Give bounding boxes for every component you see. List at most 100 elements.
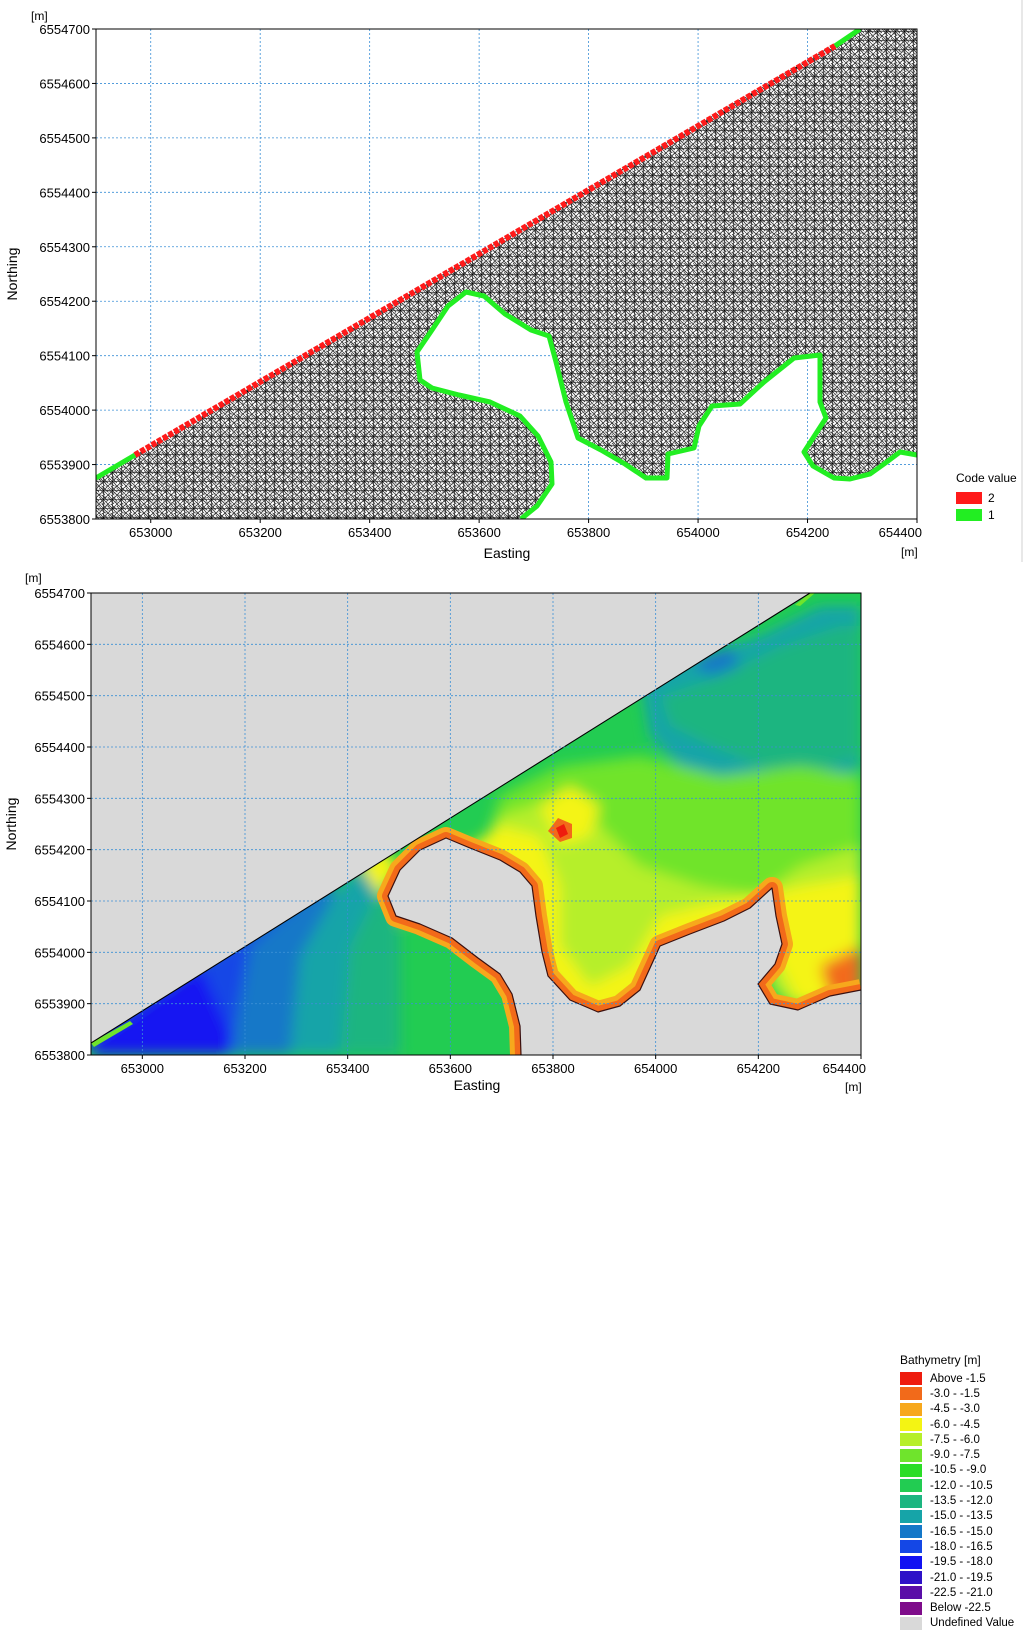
legend-entry: Above -1.5: [900, 1371, 1020, 1386]
legend-swatch: [900, 1387, 922, 1401]
legend-label: -22.5 - -21.0: [930, 1586, 993, 1599]
y-tick-label: 6554200: [34, 843, 85, 858]
legend-entry: -12.0 - -10.5: [900, 1478, 1020, 1493]
x-tick-label: 654200: [737, 1061, 780, 1076]
x-tick-label: 654400: [879, 525, 922, 540]
legend-label: -10.5 - -9.0: [930, 1464, 987, 1477]
x-tick-label: 654200: [786, 525, 829, 540]
legend-label: Below -22.5: [930, 1602, 991, 1615]
y-tick-label: 6553800: [39, 512, 90, 527]
mesh-area: [96, 29, 917, 519]
boundary-code-1-island: [414, 289, 917, 519]
boundary-code-1-west: [96, 452, 137, 481]
legend-swatch: [900, 1586, 922, 1600]
legend-label: -13.5 - -12.0: [930, 1495, 993, 1508]
legend-label: -19.5 - -18.0: [930, 1556, 993, 1569]
legend-title: Bathymetry [m]: [900, 1353, 981, 1367]
boundary-code-2-open-sea: [133, 43, 837, 458]
mesh-code-map-panel: [m] [m] Easting Northing 653000 653200 653…: [0, 0, 1024, 562]
legend-entry: 1: [956, 506, 1024, 523]
y-tick-label: 6554000: [34, 945, 85, 960]
y-tick-label: 6554200: [39, 294, 90, 309]
legend-entry: -4.5 - -3.0: [900, 1402, 1020, 1417]
x-tick-label: 653200: [239, 525, 282, 540]
y-tick-label: 6554400: [39, 185, 90, 200]
y-tick-label: 6554500: [34, 689, 85, 704]
legend-swatch: [900, 1463, 922, 1477]
mesh-code-map[interactable]: [m] [m] Easting Northing 653000 653200 653…: [0, 0, 1024, 562]
bathymetry-legend: Bathymetry [m] Above -1.5 -3.0 - -1.5 -4.5…: [900, 1353, 1020, 1631]
y-tick-label: 6554600: [34, 637, 85, 652]
legend-entry: -6.0 - -4.5: [900, 1417, 1020, 1432]
legend-label: 1: [988, 507, 995, 522]
y-tick-labels: 6554700 6554600 6554500 6554400 6554300 65542…: [39, 22, 96, 527]
x-tick-label: 653800: [567, 525, 610, 540]
y-axis-label: Northing: [3, 798, 19, 851]
bathymetry-map[interactable]: [m] [m] Easting Northing 653000 653200 653…: [0, 566, 1024, 1098]
legend-entry: -16.5 - -15.0: [900, 1524, 1020, 1539]
legend-swatch: [900, 1448, 922, 1462]
legend-entry: -10.5 - -9.0: [900, 1463, 1020, 1478]
legend-swatch: [900, 1494, 922, 1508]
x-unit-label: [m]: [845, 1080, 862, 1094]
y-axis-label: Northing: [4, 248, 20, 301]
legend-swatch: [900, 1601, 922, 1615]
x-tick-label: 653200: [223, 1061, 266, 1076]
x-tick-label: 653000: [121, 1061, 164, 1076]
legend-label: Above -1.5: [930, 1372, 986, 1385]
legend-entry: -21.0 - -19.5: [900, 1570, 1020, 1585]
y-tick-labels: 6554700 6554600 6554500 6554400 6554300 65542…: [34, 586, 91, 1063]
legend-swatch: [900, 1555, 922, 1569]
legend-swatch: [900, 1479, 922, 1493]
legend-label: -7.5 - -6.0: [930, 1433, 980, 1446]
legend-swatch: [900, 1433, 922, 1447]
y-tick-label: 6554000: [39, 403, 90, 418]
x-tick-label: 654400: [823, 1061, 866, 1076]
legend-label: -16.5 - -15.0: [930, 1525, 993, 1538]
x-tick-label: 654000: [634, 1061, 677, 1076]
plot-frame: [90, 592, 862, 1056]
legend-entry: -15.0 - -13.5: [900, 1509, 1020, 1524]
legend-swatch: [900, 1418, 922, 1432]
legend-label: -12.0 - -10.5: [930, 1479, 993, 1492]
legend-label: -3.0 - -1.5: [930, 1387, 980, 1400]
legend-swatch: [900, 1525, 922, 1539]
y-tick-label: 6554500: [39, 131, 90, 146]
x-tick-label: 653400: [348, 525, 391, 540]
legend-entry: Undefined Value: [900, 1616, 1020, 1631]
legend-swatch: [956, 508, 982, 521]
y-tick-label: 6553900: [34, 997, 85, 1012]
legend-label: -4.5 - -3.0: [930, 1403, 980, 1416]
corner-unit-label: [m]: [31, 9, 48, 23]
legend-entry: -13.5 - -12.0: [900, 1493, 1020, 1508]
legend-swatch: [956, 491, 982, 504]
x-axis-label: Easting: [454, 1077, 501, 1093]
legend-entry: -22.5 - -21.0: [900, 1585, 1020, 1600]
grid-lines: [91, 593, 861, 1055]
y-tick-label: 6554600: [39, 76, 90, 91]
legend-swatch: [900, 1540, 922, 1554]
legend-entry: -7.5 - -6.0: [900, 1432, 1020, 1447]
legend-label: -21.0 - -19.5: [930, 1571, 993, 1584]
x-tick-labels: 653000 653200 653400 653600 653800 654000 6542…: [121, 1055, 866, 1076]
legend-label: 2: [988, 490, 995, 505]
legend-entry: -3.0 - -1.5: [900, 1386, 1020, 1401]
x-unit-label: [m]: [901, 545, 918, 559]
y-tick-label: 6554100: [39, 349, 90, 364]
x-tick-label: 653400: [326, 1061, 369, 1076]
y-tick-label: 6554300: [39, 240, 90, 255]
y-tick-label: 6553800: [34, 1048, 85, 1063]
x-axis-label: Easting: [484, 545, 531, 561]
x-tick-labels: 653000 653200 653400 653600 653800 654000 6542…: [129, 519, 922, 540]
y-tick-label: 6554300: [34, 791, 85, 806]
y-tick-label: 6553900: [39, 458, 90, 473]
x-tick-label: 653000: [129, 525, 172, 540]
legend-label: -18.0 - -16.5: [930, 1540, 993, 1553]
legend-title: Code value: [956, 471, 1017, 485]
legend-entry: -19.5 - -18.0: [900, 1555, 1020, 1570]
legend-entry: -9.0 - -7.5: [900, 1447, 1020, 1462]
x-tick-label: 653600: [457, 525, 500, 540]
x-tick-label: 653800: [531, 1061, 574, 1076]
plot-frame: [95, 28, 918, 520]
legend-swatch: [900, 1509, 922, 1523]
